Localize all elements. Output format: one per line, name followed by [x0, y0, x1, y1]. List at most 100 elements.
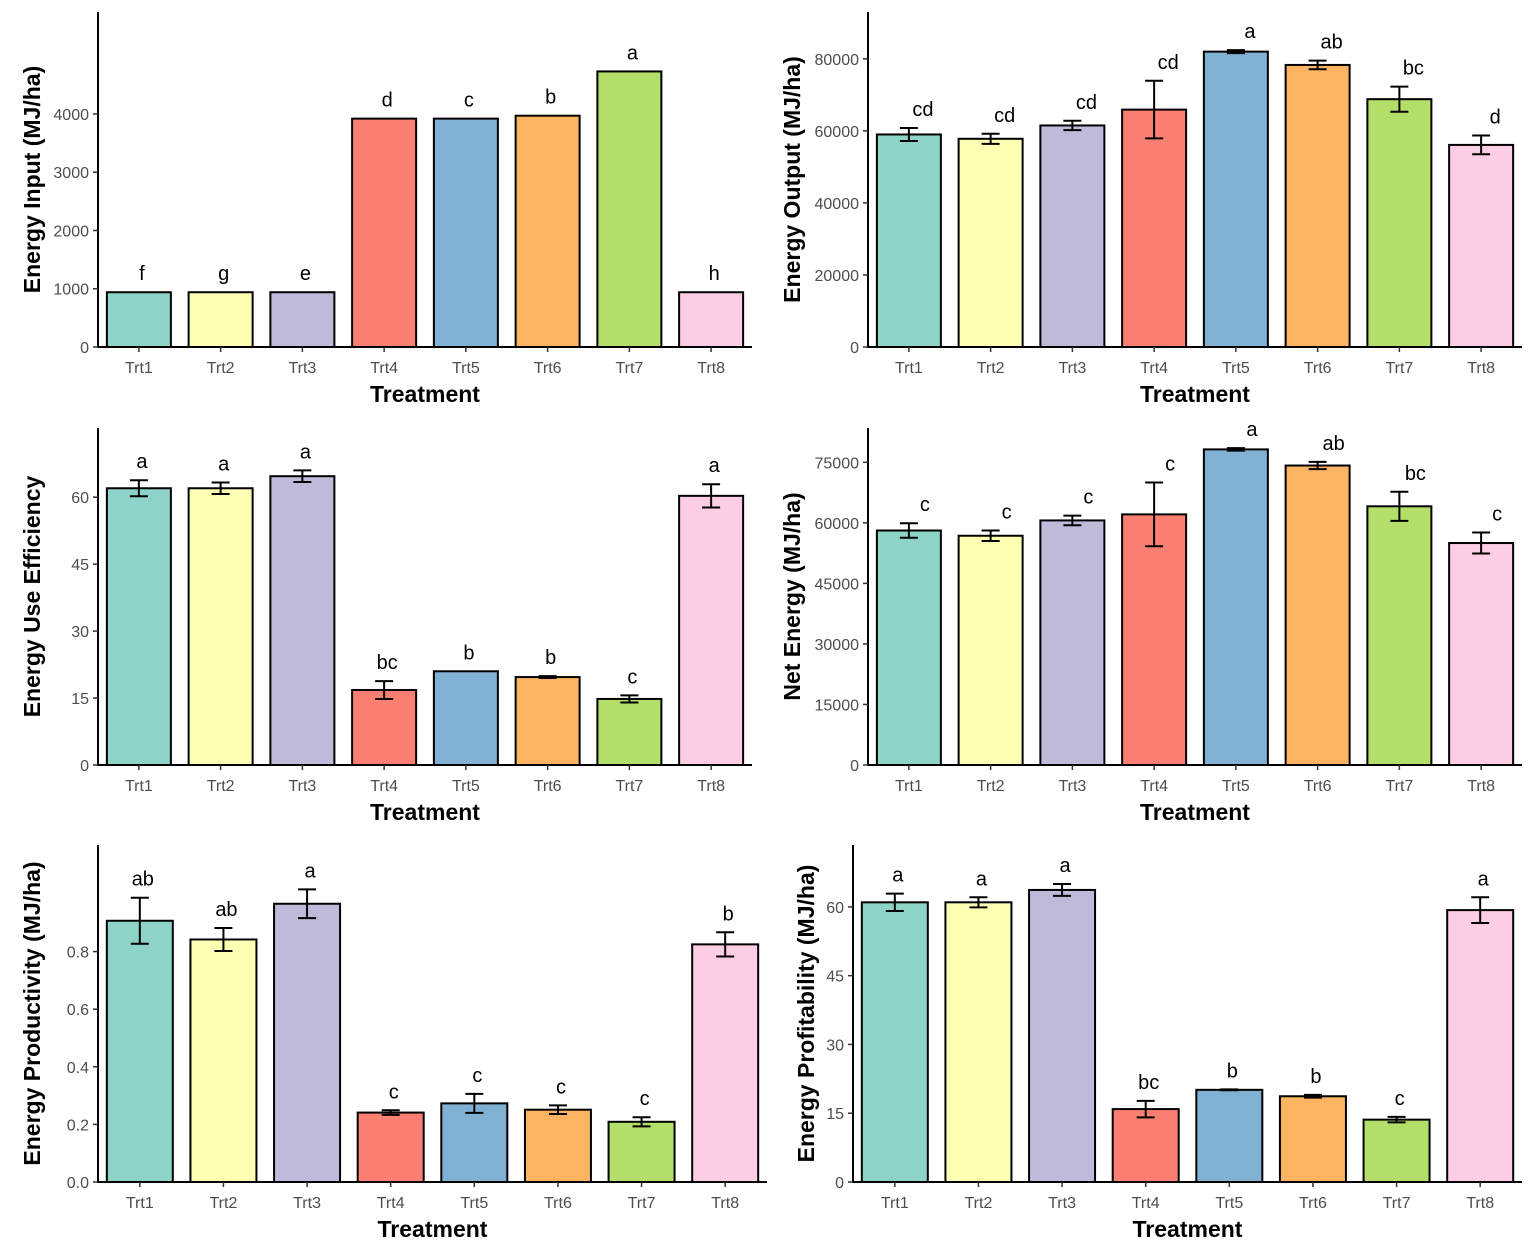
- x-tick-label: Trt2: [207, 778, 235, 795]
- x-tick-label: Trt8: [697, 360, 725, 377]
- significance-letter: c: [1165, 453, 1175, 475]
- bar-trt5: [432, 670, 499, 767]
- x-tick-label: Trt8: [711, 1195, 739, 1212]
- bar-trt4: [1121, 108, 1188, 348]
- significance-letter: d: [1490, 107, 1501, 129]
- x-tick-label: Trt2: [977, 778, 1005, 795]
- x-tick-label: Trt8: [1466, 1195, 1494, 1212]
- x-tick-label: Trt6: [534, 360, 562, 377]
- bar-trt4: [351, 117, 418, 349]
- x-tick-label: Trt7: [615, 778, 643, 795]
- bar-trt3: [273, 902, 342, 1183]
- x-tick-label: Trt4: [377, 1195, 405, 1212]
- y-tick-label: 60000: [815, 124, 860, 141]
- x-tick-label: Trt8: [1467, 360, 1495, 377]
- y-tick-label: 30: [826, 1037, 844, 1054]
- y-tick-label: 60: [826, 900, 844, 917]
- y-tick-label: 1000: [53, 282, 89, 299]
- x-tick-label: Trt4: [370, 778, 398, 795]
- x-tick-label: Trt5: [452, 360, 480, 377]
- y-tick-label: 0.6: [67, 1002, 89, 1019]
- significance-letter: c: [389, 1081, 399, 1103]
- x-tick-label: Trt1: [881, 1195, 909, 1212]
- significance-letter: a: [218, 453, 230, 475]
- bar-trt5: [1195, 1088, 1264, 1184]
- significance-letter: a: [1244, 21, 1256, 43]
- y-tick-label: 60000: [815, 516, 860, 533]
- significance-letter: f: [139, 263, 145, 285]
- bar-trt3: [1028, 888, 1097, 1184]
- bar-trt7: [596, 697, 663, 767]
- x-tick-label: Trt4: [1140, 778, 1168, 795]
- x-axis-title: Treatment: [370, 381, 480, 407]
- significance-letter: a: [627, 42, 639, 64]
- x-tick-label: Trt3: [1048, 1195, 1076, 1212]
- y-tick-label: 0: [850, 340, 859, 357]
- bar-trt6: [514, 676, 581, 766]
- significance-letter: a: [136, 451, 148, 473]
- x-tick-label: Trt6: [544, 1195, 572, 1212]
- significance-letter: d: [382, 90, 393, 112]
- significance-letter: a: [1246, 419, 1258, 441]
- x-tick-label: Trt5: [1222, 360, 1250, 377]
- x-tick-label: Trt5: [460, 1195, 488, 1212]
- x-axis-title: Treatment: [370, 799, 480, 825]
- bar-trt8: [1448, 143, 1515, 348]
- bar-trt6: [1284, 464, 1351, 767]
- significance-letter: b: [545, 87, 556, 109]
- x-tick-label: Trt4: [370, 360, 398, 377]
- bar-trt5: [432, 117, 499, 349]
- y-tick-label: 40000: [815, 196, 860, 213]
- x-tick-label: Trt7: [615, 360, 643, 377]
- bar-trt2: [187, 487, 254, 767]
- significance-letter: b: [723, 903, 734, 925]
- x-tick-label: Trt3: [288, 778, 316, 795]
- y-tick-label: 75000: [815, 455, 860, 472]
- bar-trt5: [440, 1102, 509, 1183]
- bar-trt8: [678, 291, 745, 348]
- x-tick-label: Trt2: [965, 1195, 993, 1212]
- y-axis-title: Energy Output (MJ/ha): [779, 56, 805, 303]
- significance-letter: a: [300, 441, 312, 463]
- significance-letter: c: [1002, 502, 1012, 524]
- bar-trt4: [1121, 513, 1188, 766]
- bar-trt4: [356, 1111, 425, 1184]
- x-tick-label: Trt7: [1383, 1195, 1411, 1212]
- significance-letter: b: [1310, 1066, 1321, 1088]
- x-tick-label: Trt6: [1304, 360, 1332, 377]
- significance-letter: c: [640, 1088, 650, 1110]
- x-tick-label: Trt4: [1132, 1195, 1160, 1212]
- significance-letter: h: [709, 263, 720, 285]
- significance-letter: cd: [912, 99, 933, 121]
- significance-letter: e: [300, 263, 311, 285]
- significance-letter: ab: [1321, 32, 1343, 54]
- x-tick-label: Trt8: [697, 778, 725, 795]
- bar-trt6: [1284, 63, 1351, 349]
- bar-trt1: [875, 529, 942, 766]
- x-tick-label: Trt5: [1215, 1195, 1243, 1212]
- y-tick-label: 45: [826, 969, 844, 986]
- x-tick-label: Trt2: [210, 1195, 238, 1212]
- x-tick-label: Trt6: [534, 778, 562, 795]
- y-axis-title: Net Energy (MJ/ha): [779, 492, 805, 700]
- significance-letter: a: [1478, 868, 1490, 890]
- bar-trt1: [860, 901, 929, 1183]
- y-tick-label: 0: [80, 758, 89, 775]
- bar-trt5: [1202, 448, 1269, 767]
- bar-trt5: [1202, 50, 1269, 348]
- y-tick-label: 0.8: [67, 945, 89, 962]
- bar-trt6: [1278, 1095, 1347, 1183]
- significance-letter: c: [1083, 487, 1093, 509]
- significance-letter: c: [1395, 1088, 1405, 1110]
- significance-letter: cd: [1076, 92, 1097, 114]
- energy-use-efficiency-chart: 0 15 30 45 60 a Trt1 a Trt2 a Trt3 bc Trt4 b Trt5 b Trt6…: [19, 428, 752, 825]
- y-tick-label: 3000: [53, 165, 89, 182]
- x-tick-label: Trt6: [1299, 1195, 1327, 1212]
- significance-letter: c: [464, 90, 474, 112]
- x-tick-label: Trt3: [293, 1195, 321, 1212]
- bar-trt7: [1366, 505, 1433, 767]
- y-tick-label: 20000: [815, 268, 860, 285]
- x-tick-label: Trt2: [207, 360, 235, 377]
- bar-trt8: [678, 494, 745, 767]
